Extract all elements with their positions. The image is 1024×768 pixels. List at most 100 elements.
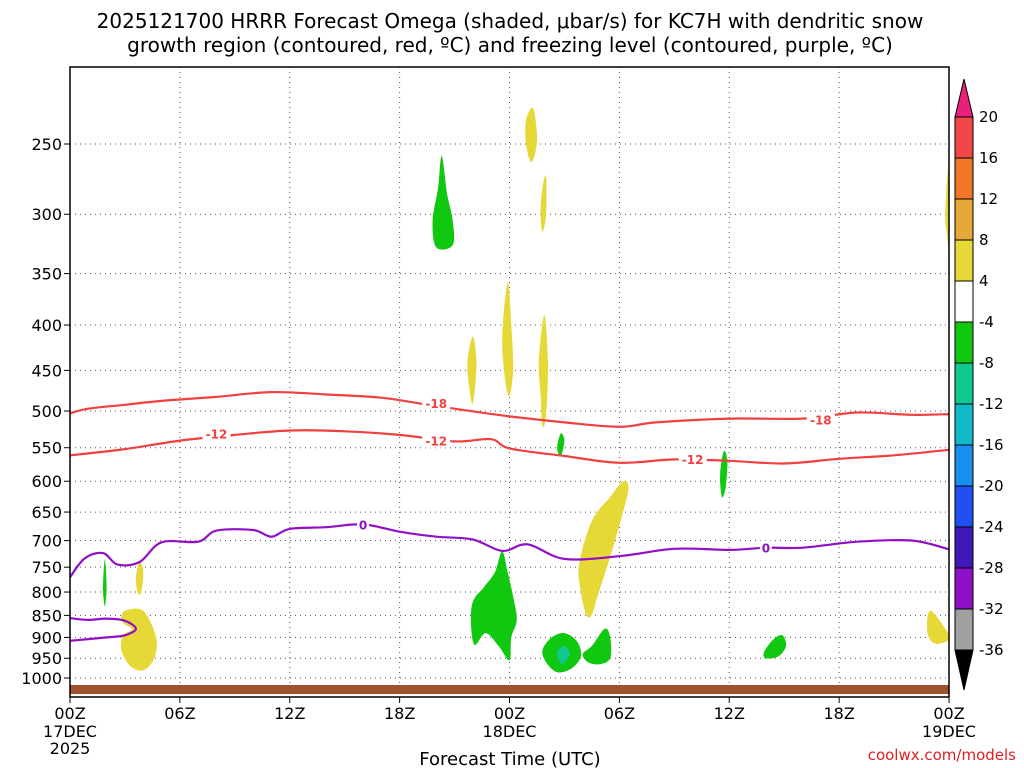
omega-region xyxy=(763,635,787,659)
contour-label-bg xyxy=(678,451,707,466)
x-tick-sublabel: 19DEC xyxy=(922,722,976,741)
dgz-contour-line xyxy=(69,390,950,428)
contour-label-bg xyxy=(759,540,772,555)
x-tick-sublabel: 2025 xyxy=(50,739,91,758)
chart-title-line-2: growth region (contoured, red, ºC) and f… xyxy=(127,33,893,57)
omega-region xyxy=(578,480,629,618)
chart-title-line-1: 2025121700 HRRR Forecast Omega (shaded, … xyxy=(97,9,924,33)
freezing-level-line xyxy=(69,523,950,578)
omega-region xyxy=(556,645,570,665)
colorbar-segment xyxy=(954,485,974,528)
y-tick-label: 600 xyxy=(31,472,62,491)
colorbar-segment xyxy=(954,239,974,282)
x-tick-label: 00Z xyxy=(54,704,85,723)
omega-region xyxy=(470,551,517,661)
y-tick-label: 900 xyxy=(31,628,62,647)
contour-label-bg xyxy=(357,517,369,532)
omega-region xyxy=(432,156,455,250)
y-tick-label: 300 xyxy=(31,205,62,224)
freezing-level-lower-line xyxy=(69,617,138,642)
colorbar-label: 16 xyxy=(979,149,998,167)
colorbar: 20 16 12 8 4 -4 -8 -12 -16 -20 -24 -28 -32 -36 xyxy=(954,78,1004,691)
chart-title: 2025121700 HRRR Forecast Omega (shaded, … xyxy=(97,9,924,57)
y-tick-label: 650 xyxy=(31,503,62,522)
colorbar-label: 4 xyxy=(979,272,989,290)
omega-region xyxy=(135,561,144,595)
contour-label: -12 xyxy=(425,435,447,449)
omega-region xyxy=(467,336,477,404)
contour-label: 0 xyxy=(359,518,367,532)
omega-region xyxy=(502,282,514,397)
x-tick-label: 06Z xyxy=(164,704,195,723)
x-tick-label: 00Z xyxy=(494,704,525,723)
y-tick-label: 500 xyxy=(31,402,62,421)
colorbar-label: -28 xyxy=(979,559,1004,577)
colorbar-segment xyxy=(954,157,974,200)
contour-label-bg xyxy=(422,433,451,448)
y-tick-label: 550 xyxy=(31,439,62,458)
contour-label: -12 xyxy=(682,453,704,467)
y-tick-label: 950 xyxy=(31,649,62,668)
colorbar-segment xyxy=(954,403,974,446)
x-tick-label: 18Z xyxy=(823,704,854,723)
y-tick-label: 400 xyxy=(31,316,62,335)
colorbar-segment xyxy=(954,280,974,323)
x-tick-label: 00Z xyxy=(933,704,964,723)
colorbar-label: -24 xyxy=(979,518,1004,536)
x-tick-sublabel: 17DEC xyxy=(43,722,97,741)
y-tick-label: 250 xyxy=(31,135,62,154)
colorbar-label: -16 xyxy=(979,436,1004,454)
colorbar-segment xyxy=(954,567,974,610)
grid xyxy=(70,67,949,697)
colorbar-bottom-arrow xyxy=(954,649,974,691)
x-tick-label: 18Z xyxy=(384,704,415,723)
y-tick-label: 1000 xyxy=(21,669,62,688)
credit-text: coolwx.com/models xyxy=(868,746,1016,764)
omega-region xyxy=(538,315,549,428)
colorbar-label: -8 xyxy=(979,354,994,372)
contour-label: -12 xyxy=(206,427,228,441)
colorbar-label: 8 xyxy=(979,231,989,249)
y-tick-label: 850 xyxy=(31,606,62,625)
colorbar-segment xyxy=(954,362,974,405)
omega-region xyxy=(540,175,547,232)
contour-label-bg xyxy=(806,412,835,427)
y-axis-ticks: 250 300 350 400 450 500 550 600 650 700 750 800 850 9… xyxy=(21,135,70,688)
contour-label-bg xyxy=(422,396,451,411)
contour-label: -18 xyxy=(810,413,832,427)
y-tick-label: 800 xyxy=(31,583,62,602)
colorbar-segment xyxy=(954,608,974,651)
colorbar-label: -32 xyxy=(979,600,1004,618)
omega-region xyxy=(926,610,950,644)
colorbar-label: -12 xyxy=(979,395,1004,413)
ground-layer xyxy=(70,685,949,694)
omega-region xyxy=(103,559,107,607)
y-tick-label: 700 xyxy=(31,532,62,551)
contour-label: 0 xyxy=(762,542,770,556)
colorbar-label: -4 xyxy=(979,313,994,331)
omega-region xyxy=(525,107,538,163)
y-tick-label: 450 xyxy=(31,361,62,380)
x-tick-label: 12Z xyxy=(274,704,305,723)
colorbar-label: 20 xyxy=(979,108,998,126)
colorbar-segment xyxy=(954,321,974,364)
omega-region xyxy=(582,628,612,665)
contour-label-bg xyxy=(202,426,231,441)
colorbar-segment xyxy=(954,444,974,487)
colorbar-label: -36 xyxy=(979,641,1004,659)
x-tick-label: 06Z xyxy=(604,704,635,723)
omega-region xyxy=(720,450,728,498)
omega-region xyxy=(557,433,565,457)
colorbar-label: -20 xyxy=(979,477,1004,495)
colorbar-segment xyxy=(954,116,974,159)
colorbar-top-arrow xyxy=(954,78,974,118)
x-tick-label: 12Z xyxy=(714,704,745,723)
y-tick-label: 350 xyxy=(31,265,62,284)
contour-label: -18 xyxy=(425,397,447,411)
colorbar-segment xyxy=(954,526,974,569)
y-tick-label: 750 xyxy=(31,558,62,577)
x-tick-sublabel: 18DEC xyxy=(483,722,537,741)
colorbar-label: 12 xyxy=(979,190,998,208)
